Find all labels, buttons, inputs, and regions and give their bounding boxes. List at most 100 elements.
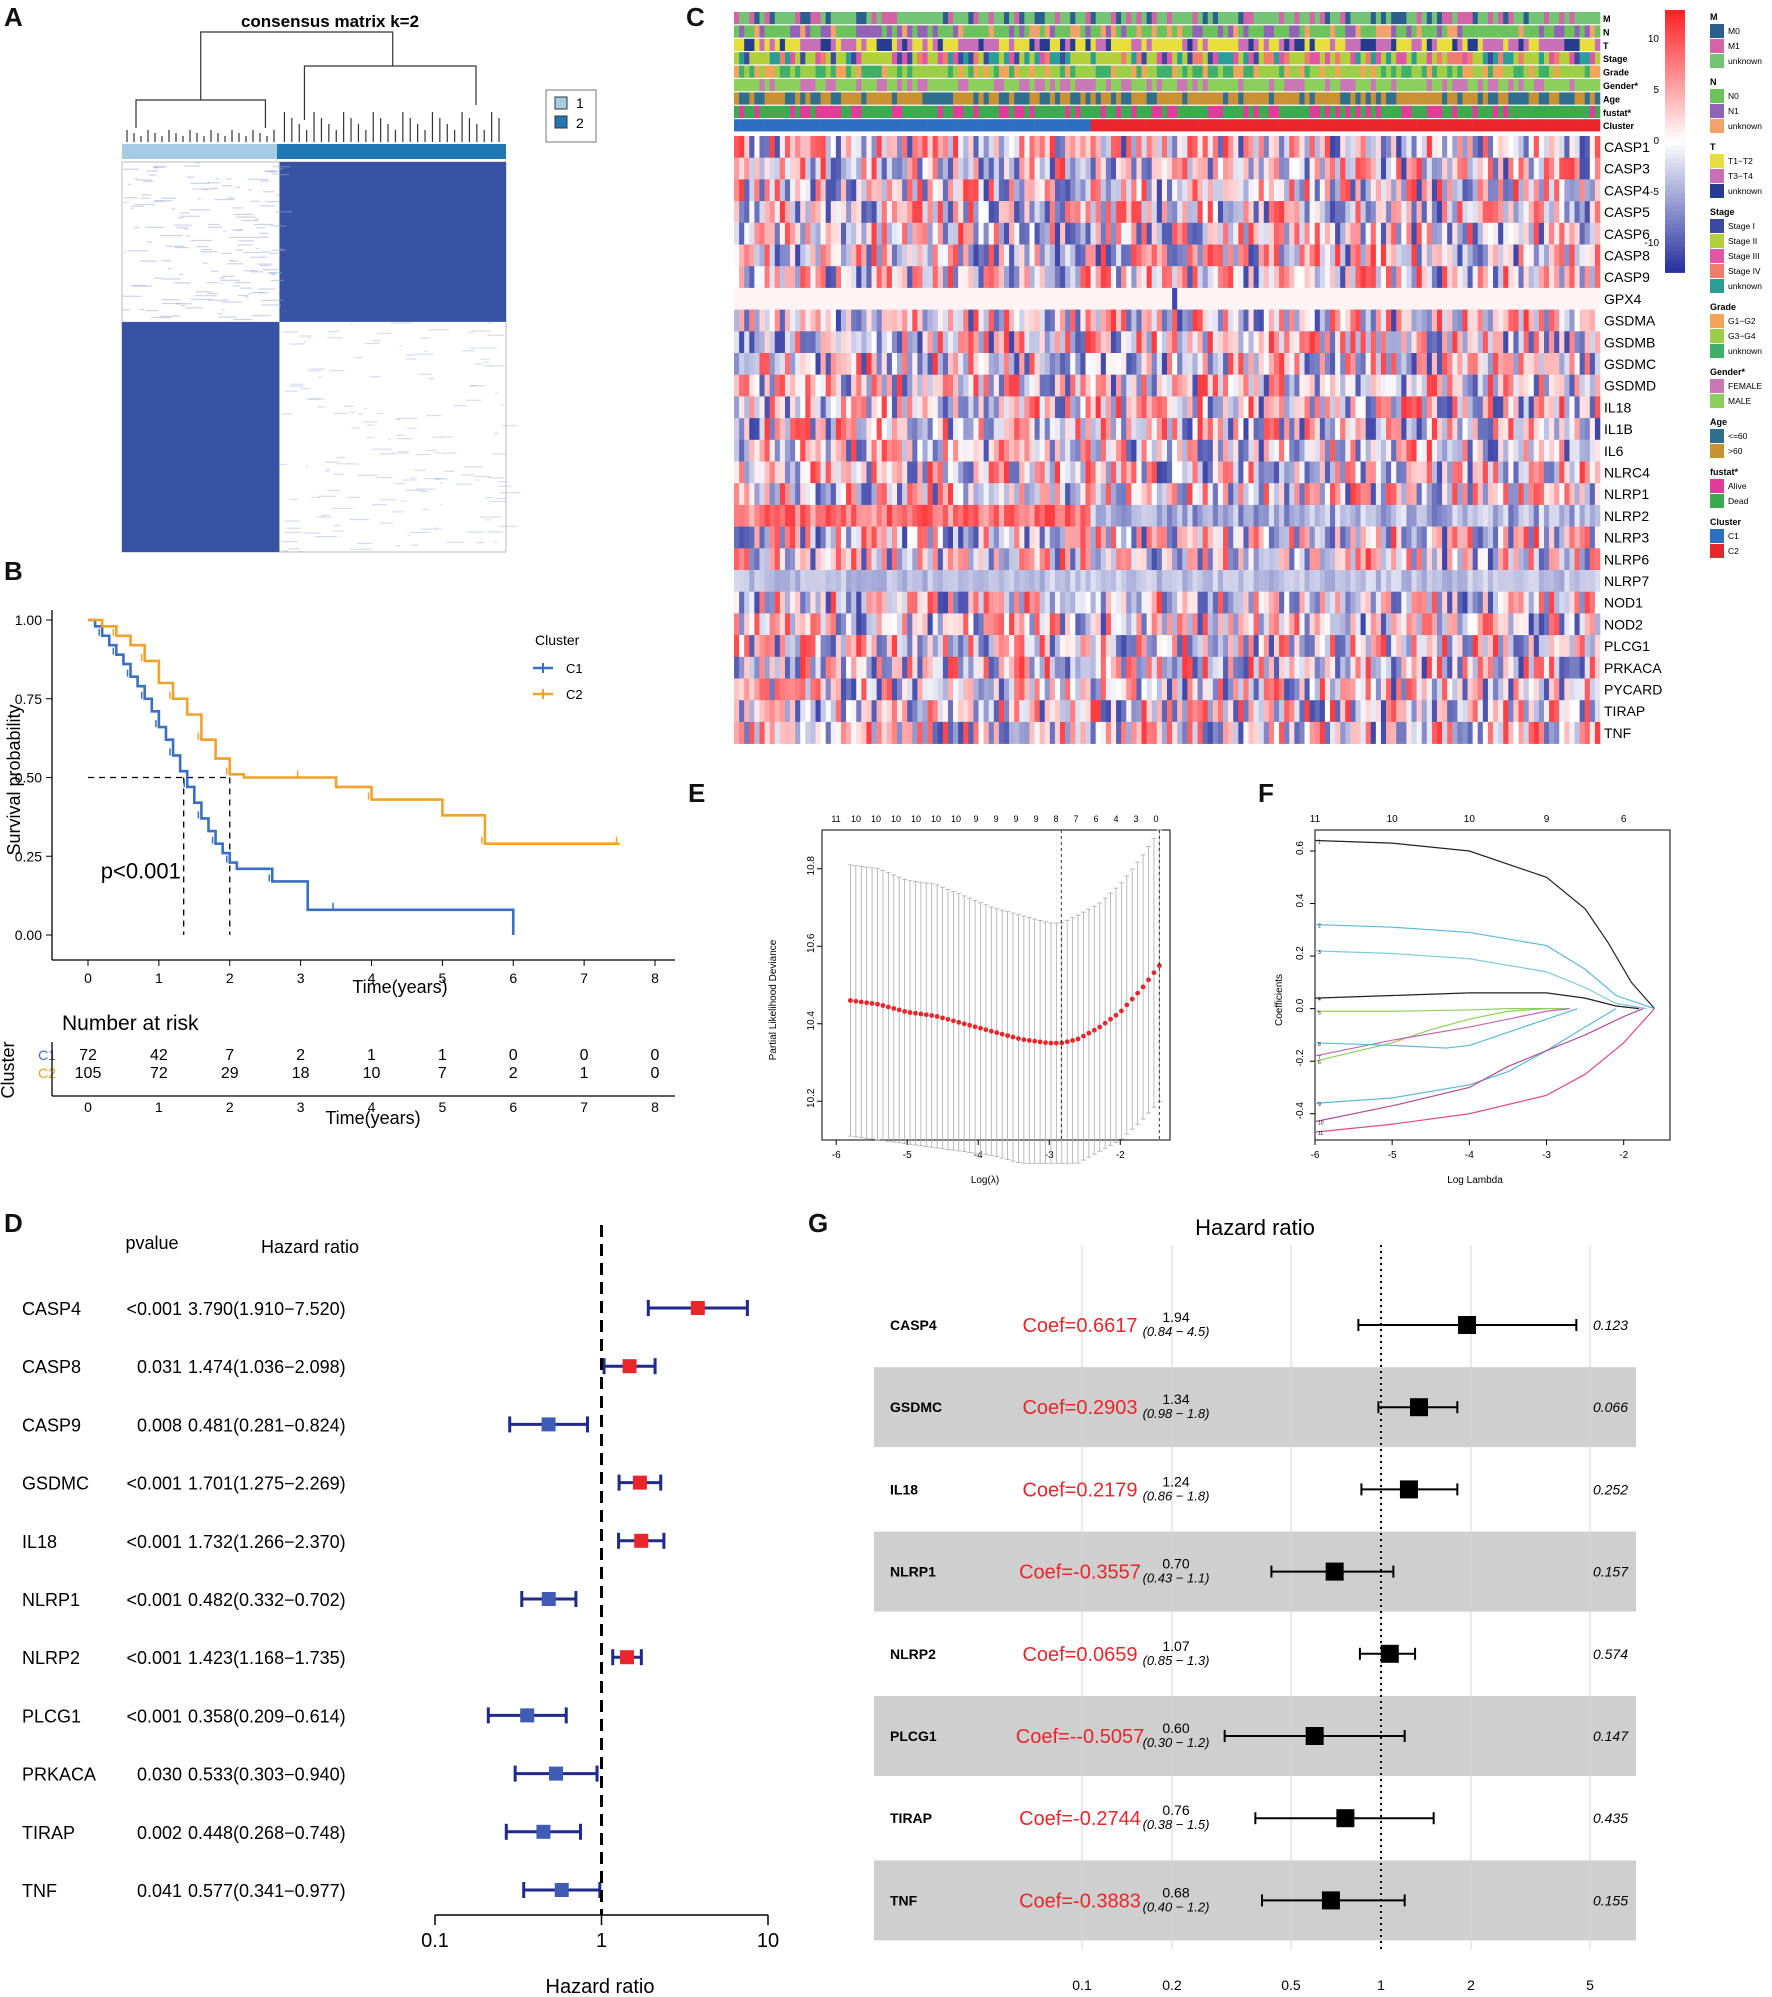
heatmap-cell [1131,222,1137,245]
heatmap-cell [1442,244,1448,267]
annotation-cell [1289,119,1295,132]
heatmap-cell [840,331,847,354]
annotation-cell [917,92,923,105]
heatmap-cell [1029,179,1035,202]
heatmap-cell [1110,461,1117,484]
annotation-cell [1065,65,1071,78]
heatmap-cell [1019,374,1025,397]
speckle [396,417,418,420]
speckle [161,302,182,305]
annotation-cell [1161,92,1168,105]
heatmap-cell [998,287,1005,310]
heatmap-cell [1284,374,1290,397]
speckle [189,209,211,211]
annotation-cell [881,38,888,51]
y-tick-label: 0.75 [15,691,42,707]
annotation-cell [1105,52,1112,65]
heatmap-cell [1340,266,1346,289]
heatmap-cell [1003,374,1010,397]
heatmap-cell [1085,396,1091,419]
annotation-cell [1360,52,1366,65]
heatmap-cell [779,222,786,245]
speckle [230,259,234,262]
annotation-cell [1075,65,1081,78]
heatmap-cell [1054,353,1061,375]
annotation-cell [1370,119,1377,132]
annotation-cell [1090,119,1096,132]
heatmap-cell [800,353,806,375]
heatmap-cell [1554,222,1560,245]
annotation-cell [1268,38,1275,51]
heatmap-cell [1233,309,1239,332]
annotation-cell [820,52,826,65]
heatmap-cell [1549,353,1555,375]
heatmap-cell [1528,222,1535,245]
annotation-cell [805,65,811,78]
speckle [196,246,209,248]
annotation-cell [1416,65,1423,78]
annotation-cell [958,12,964,25]
heatmap-cell [1268,396,1275,419]
heatmap-cell [1426,439,1433,462]
annotation-cell [830,65,837,78]
heatmap-cell [1248,418,1254,441]
annotation-cell [1447,92,1453,105]
heatmap-cell [1360,309,1366,332]
heatmap-cell [1462,396,1468,419]
annotation-cell [734,65,740,78]
annotation-cell [1258,25,1265,38]
annotation-cell [1202,119,1209,132]
heatmap-cell [963,136,969,158]
heatmap-cell [779,396,786,419]
heatmap-cell [1116,461,1122,484]
speckle [269,252,279,255]
heatmap-cell [1477,244,1484,267]
annotation-cell [1243,119,1249,132]
annotation-cell [1426,79,1433,92]
heatmap-cell [1482,353,1489,375]
annotation-cell [744,12,750,25]
annotation-cell [1508,65,1514,78]
heatmap-cell [942,157,949,180]
heatmap-cell [1319,331,1326,354]
heatmap-cell [810,157,816,180]
heatmap-cell [1156,418,1163,441]
annotation-cell [1034,38,1040,51]
annotation-cell [1238,119,1244,132]
annotation-cell [1258,12,1265,25]
annotation-cell [1003,105,1010,118]
heatmap-cell [840,483,847,506]
heatmap-cell [993,136,1000,158]
annotation-cell [917,119,923,132]
heatmap-cell [1014,374,1020,397]
heatmap-cell [1330,353,1336,375]
annotation-cell [1075,105,1081,118]
annotation-cell [1584,92,1591,105]
speckle [248,178,270,180]
heatmap-cell [734,353,740,375]
heatmap-cell [1228,418,1234,441]
speckle [134,227,140,229]
annotation-cell [1330,119,1336,132]
heatmap-cell [953,309,959,332]
heatmap-cell [1538,201,1545,224]
heatmap-cell [1386,353,1392,375]
heatmap-cell [1569,136,1575,158]
speckle [208,226,222,228]
heatmap-cell [1523,201,1529,224]
heatmap-cell [1375,331,1382,354]
heatmap-cell [1080,374,1086,397]
heatmap-cell [1034,244,1040,267]
annotation-cell [866,92,872,105]
heatmap-cell [1528,157,1535,180]
heatmap-cell [1589,136,1596,158]
heatmap-cell [1528,287,1535,310]
heatmap-cell [1284,136,1290,158]
speckle [435,527,439,529]
annotation-cell [1263,105,1270,118]
heatmap-cell [795,136,801,158]
annotation-cell [881,92,888,105]
annotation-cell [734,52,740,65]
annotation-cell [1044,52,1051,65]
annotation-cell [1365,119,1372,132]
